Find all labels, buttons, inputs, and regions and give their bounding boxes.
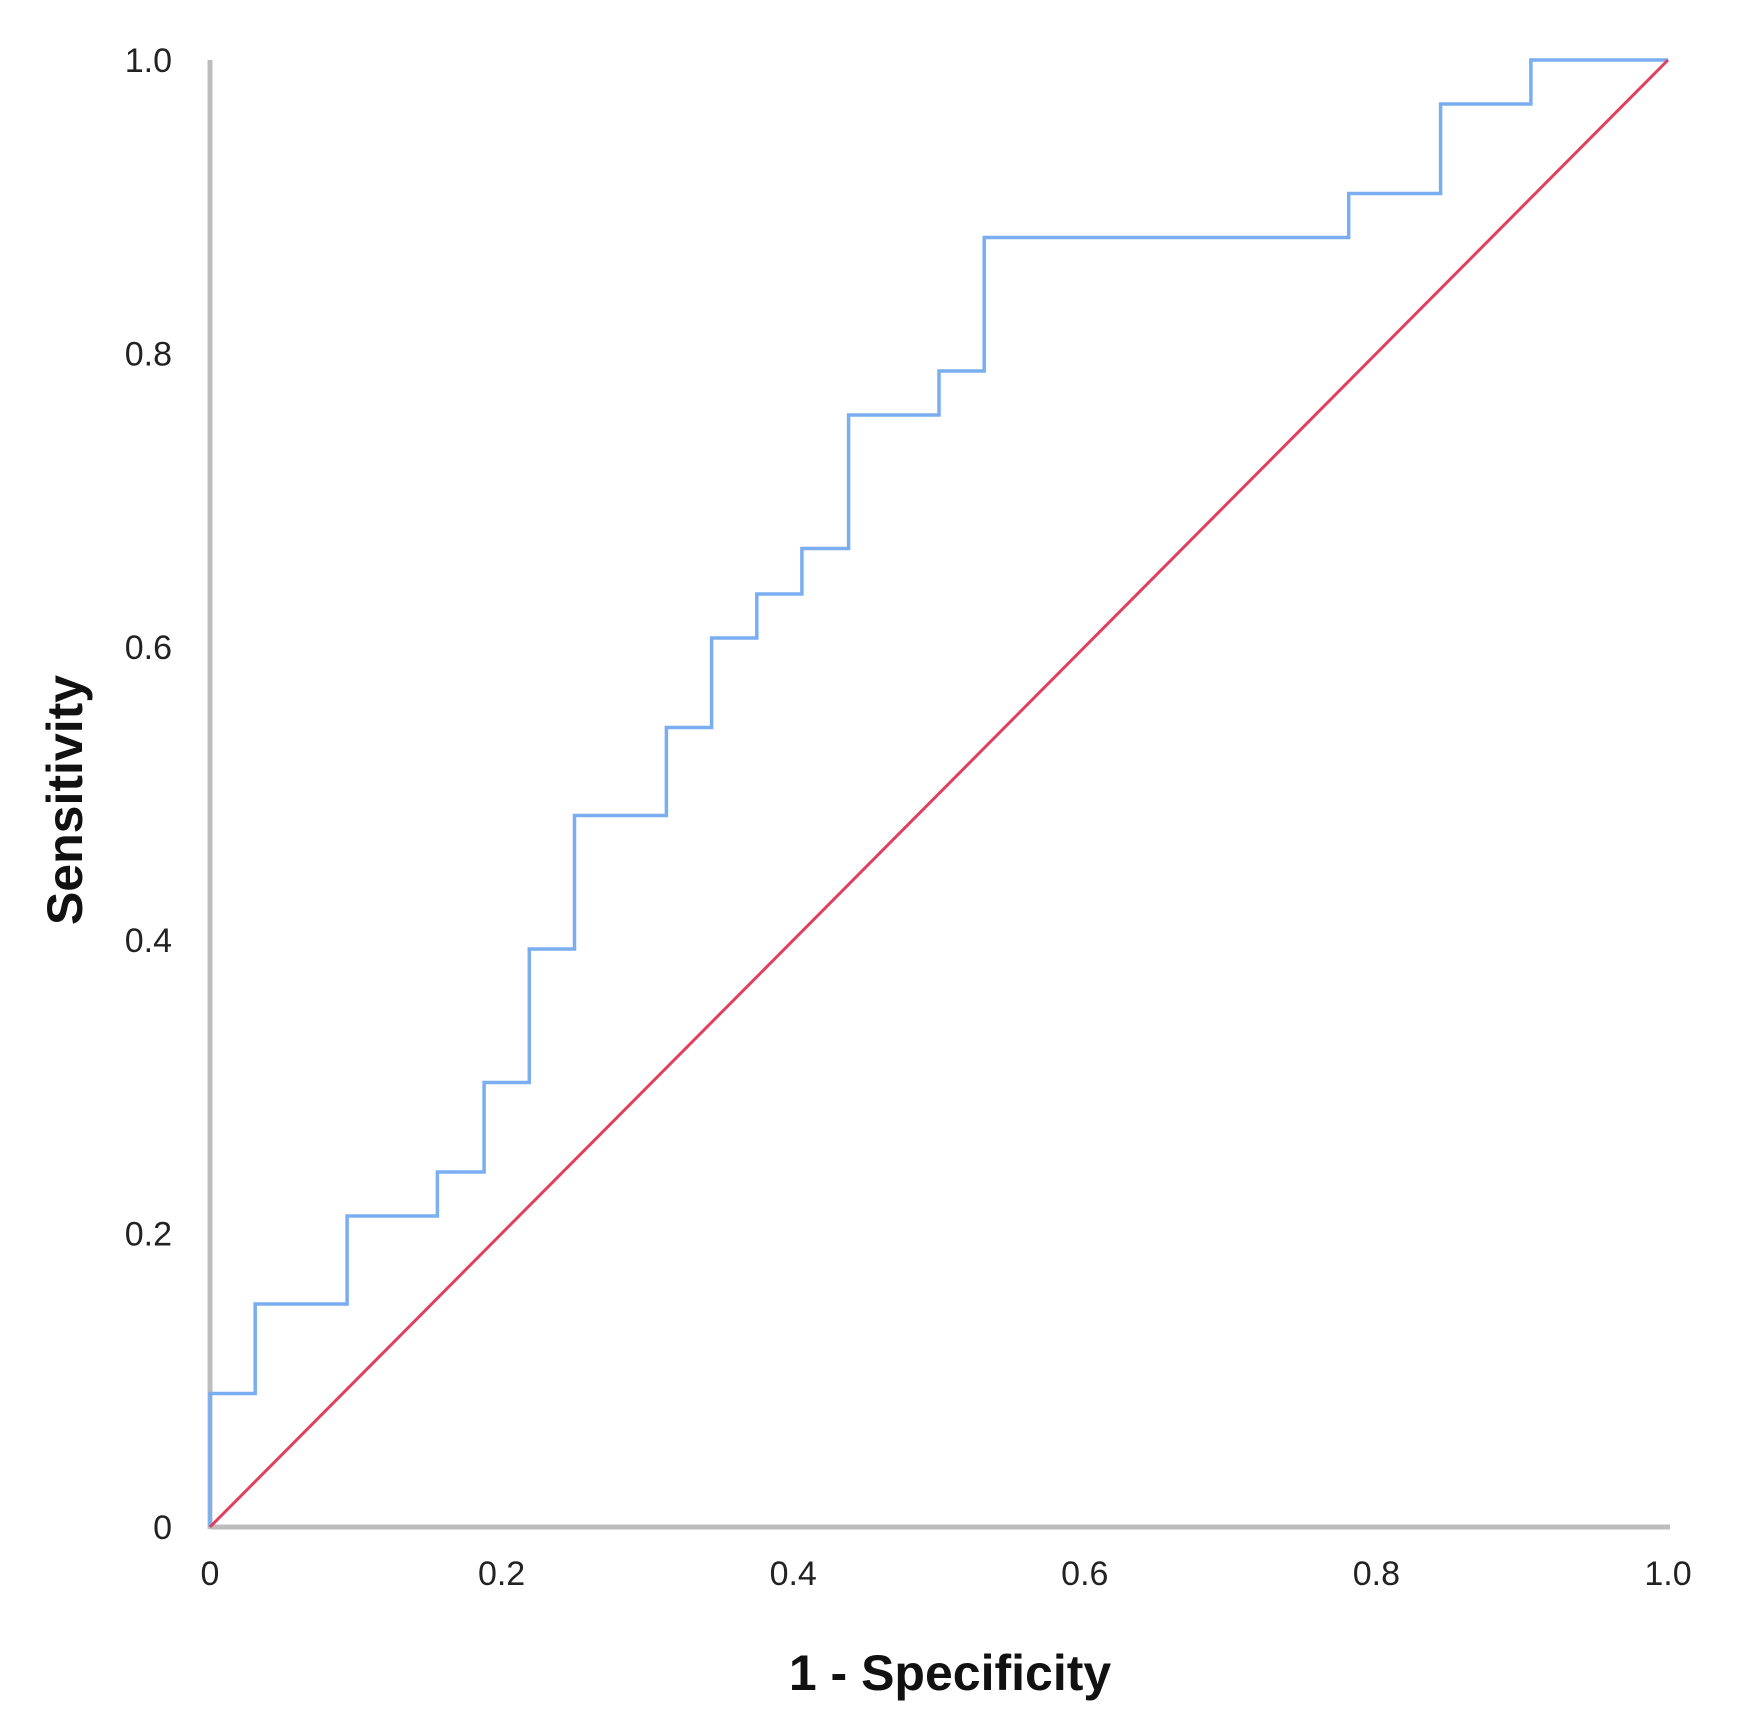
x-tick-label: 0 <box>201 1555 220 1593</box>
reference-diagonal <box>208 58 1670 1529</box>
x-tick-label: 1.0 <box>1644 1555 1691 1593</box>
roc-curve <box>208 58 1668 1527</box>
y-tick-label: 1.0 <box>125 42 172 80</box>
y-tick-label: 0.8 <box>125 335 172 373</box>
x-tick-label: 0.8 <box>1353 1555 1400 1593</box>
y-tick-label: 0.2 <box>125 1216 172 1254</box>
y-tick-label: 0 <box>153 1509 172 1547</box>
x-axis-title: 1 - Specificity <box>789 1645 1112 1701</box>
y-axis-title: Sensitivity <box>37 675 93 925</box>
x-tick-label: 0.6 <box>1061 1555 1108 1593</box>
x-tick-label: 0.4 <box>770 1555 817 1593</box>
x-tick-label: 0.2 <box>478 1555 525 1593</box>
plot-area: 0 0.2 0.4 0.6 0.8 1.0 0 0.2 0.4 0.6 0.8 1.0 <box>125 42 1692 1593</box>
y-tick-label: 0.6 <box>125 629 172 667</box>
y-tick-label: 0.4 <box>125 922 172 960</box>
